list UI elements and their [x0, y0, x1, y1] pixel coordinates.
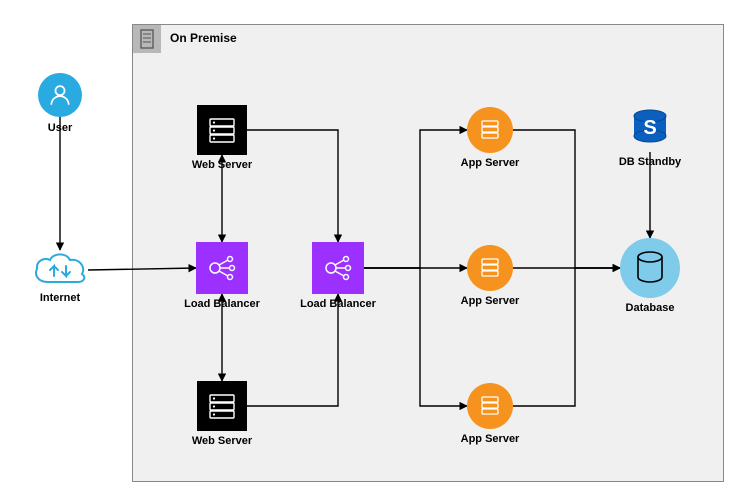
web-server-1-label: Web Server [192, 159, 252, 171]
user-icon [38, 73, 82, 117]
app-server-1-icon [467, 107, 513, 153]
web-server-1-icon [197, 105, 247, 155]
diagram-canvas: On Premise User Internet [0, 0, 750, 500]
internet-icon [30, 248, 90, 290]
db-standby-label: DB Standby [619, 156, 681, 168]
db-standby-icon: S [626, 104, 674, 152]
app-server-3-label: App Server [461, 433, 520, 445]
web-server-2-label: Web Server [192, 435, 252, 447]
region-label: On Premise [170, 31, 237, 45]
load-balancer-1-icon [196, 242, 248, 294]
user-label: User [48, 122, 72, 134]
svg-text:S: S [643, 117, 656, 139]
load-balancer-2-label: Load Balancer [300, 298, 376, 310]
app-server-3-icon [467, 383, 513, 429]
server-rack-icon [133, 25, 161, 53]
internet-label: Internet [40, 292, 80, 304]
app-server-2-icon [467, 245, 513, 291]
web-server-2-icon [197, 381, 247, 431]
load-balancer-2-icon [312, 242, 364, 294]
app-server-2-label: App Server [461, 295, 520, 307]
database-icon [620, 238, 680, 298]
app-server-1-label: App Server [461, 157, 520, 169]
load-balancer-1-label: Load Balancer [184, 298, 260, 310]
database-label: Database [626, 302, 675, 314]
